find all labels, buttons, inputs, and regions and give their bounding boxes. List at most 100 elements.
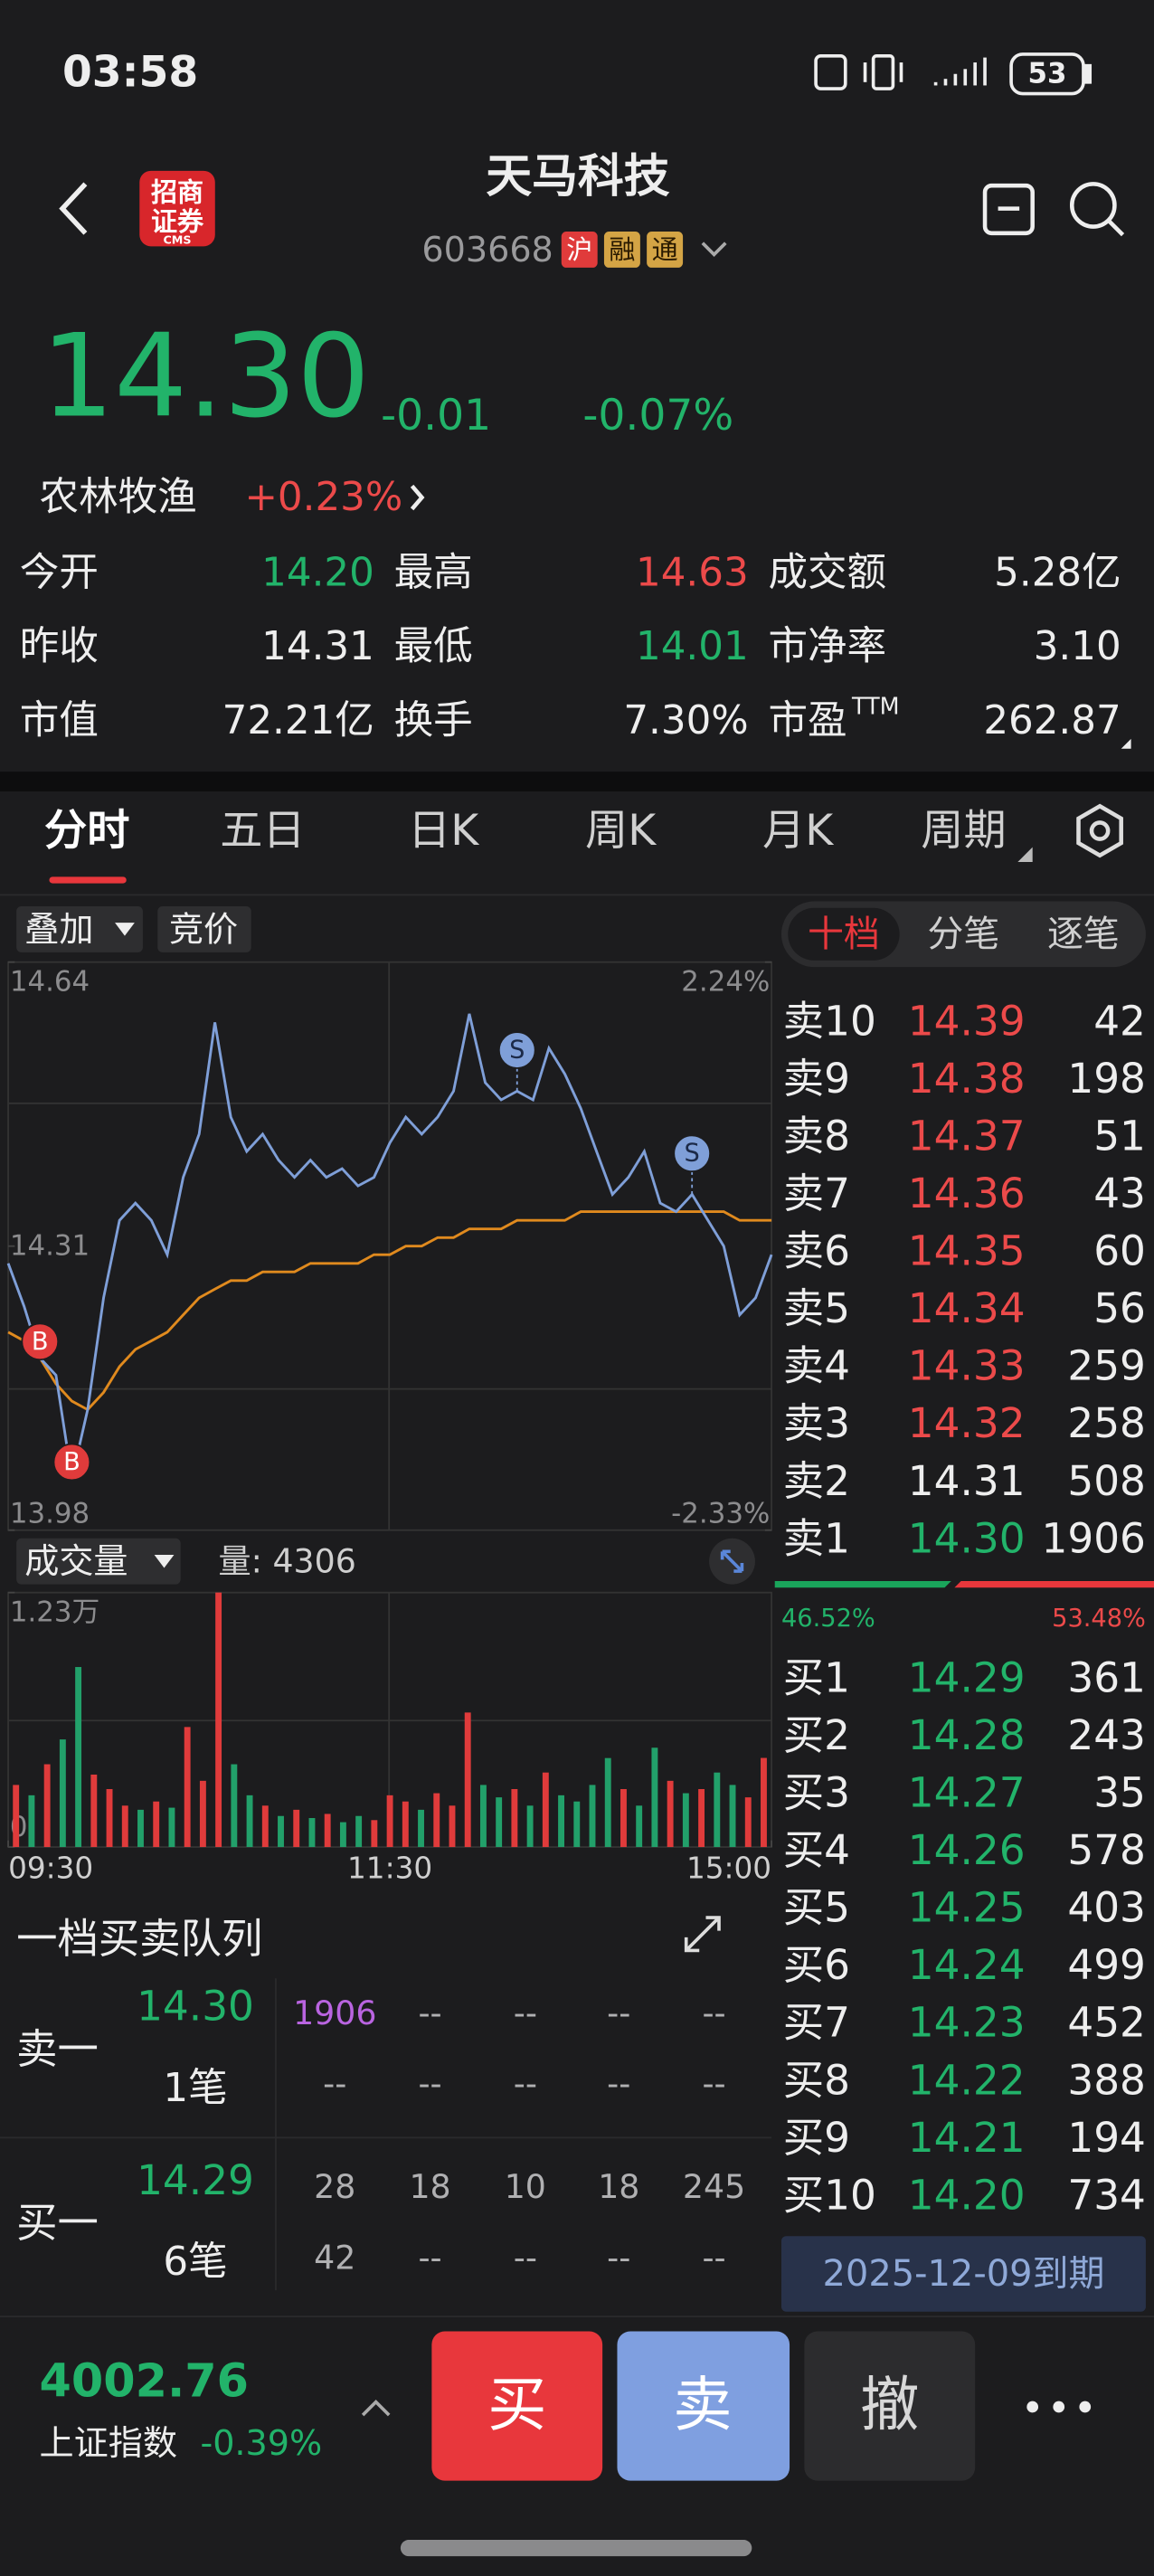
- volume-bar: [667, 1780, 674, 1848]
- book-volume: 259: [1067, 1342, 1146, 1390]
- buy-ratio: 46.52%: [781, 1605, 875, 1633]
- menu-button[interactable]: [982, 183, 1035, 236]
- sector-name: 农林牧渔: [40, 475, 197, 520]
- period-tab[interactable]: 周K: [585, 806, 657, 856]
- period-tab[interactable]: 日K: [408, 806, 479, 856]
- index-value: 4002.76: [40, 2353, 249, 2407]
- volume-bar: [714, 1772, 721, 1848]
- book-volume: 578: [1067, 1826, 1146, 1874]
- settings-button[interactable]: [1076, 803, 1123, 858]
- section-divider: [0, 772, 1154, 791]
- badge: 沪: [566, 234, 592, 265]
- trade-button-label[interactable]: 撤: [860, 2371, 919, 2439]
- queue-price: 14.30: [137, 1983, 254, 2031]
- index-toggle[interactable]: [361, 2399, 391, 2417]
- stat-label: 市盈: [768, 698, 847, 743]
- period-tab[interactable]: 月K: [762, 806, 834, 856]
- queue-cell: 1906: [293, 1994, 376, 2032]
- x-tick-label: 11:30: [347, 1852, 432, 1886]
- search-button[interactable]: [1069, 182, 1125, 237]
- volume-bar: [231, 1764, 238, 1848]
- book-label: 卖3: [783, 1399, 850, 1447]
- more-button[interactable]: [1026, 2401, 1092, 2413]
- book-tab[interactable]: 逐笔: [1047, 914, 1120, 955]
- queue-side: 卖一: [16, 2025, 99, 2073]
- broker-logo: [139, 170, 215, 247]
- book-price: 14.25: [908, 1884, 1026, 1932]
- book-volume: 194: [1067, 2114, 1146, 2162]
- volume-bar: [636, 1805, 643, 1848]
- trade-marker-label: B: [32, 1328, 49, 1356]
- book-price: 14.35: [908, 1227, 1026, 1275]
- x-tick-label: 09:30: [8, 1852, 93, 1886]
- sell-button[interactable]: [617, 2331, 790, 2481]
- stat-value: 14.31: [261, 624, 374, 669]
- overlay-button[interactable]: [16, 905, 143, 952]
- volume-bar: [137, 1809, 144, 1848]
- book-volume: 42: [1093, 998, 1146, 1046]
- sell-ratio-bar: [954, 1580, 1154, 1588]
- volume-bar: [744, 1797, 752, 1848]
- period-tab[interactable]: 周期: [921, 806, 1006, 856]
- y-tick-label: 1.23万: [10, 1596, 100, 1628]
- book-price: 14.32: [908, 1399, 1026, 1447]
- volume-bar: [184, 1727, 191, 1848]
- volume-bar: [324, 1814, 331, 1848]
- book-volume: 258: [1067, 1399, 1146, 1447]
- volume-button[interactable]: [16, 1538, 181, 1585]
- period-tab[interactable]: 分时: [44, 806, 129, 856]
- queue-cell: --: [607, 2238, 630, 2277]
- queue-count: 1笔: [163, 2066, 227, 2111]
- book-tab[interactable]: 分笔: [928, 914, 1000, 955]
- volume-bar: [261, 1805, 269, 1848]
- price-line: [6, 1013, 773, 1479]
- book-volume: 403: [1067, 1884, 1146, 1932]
- volume-bar: [293, 1809, 300, 1848]
- sector-arrow[interactable]: [410, 484, 425, 511]
- overlay-label: 叠加: [24, 909, 93, 949]
- queue-cell: --: [418, 2238, 441, 2277]
- book-label: 卖1: [783, 1514, 850, 1562]
- book-volume: 388: [1067, 2056, 1146, 2104]
- trade-button-label[interactable]: 买: [487, 2371, 546, 2439]
- back-button[interactable]: [59, 182, 88, 235]
- volume-bar: [433, 1793, 440, 1848]
- trade-button-label[interactable]: 卖: [673, 2371, 732, 2439]
- auction-button[interactable]: [157, 905, 251, 952]
- stat-value: 14.01: [636, 624, 749, 669]
- volume-bar: [761, 1757, 767, 1848]
- stock-code: 603668: [421, 230, 553, 270]
- expiry: 2025-12-09到期: [823, 2253, 1105, 2295]
- trade-marker: [52, 1443, 91, 1482]
- book-tab[interactable]: 十档: [808, 914, 880, 955]
- buy-button[interactable]: [431, 2331, 603, 2481]
- index-change: -0.39%: [200, 2423, 322, 2463]
- cancel-button[interactable]: [804, 2331, 976, 2481]
- trade-marker: [673, 1134, 712, 1173]
- volume-bar: [168, 1807, 175, 1848]
- fullscreen-button[interactable]: [709, 1538, 755, 1585]
- volume-bar: [90, 1774, 98, 1848]
- stat-label: 换手: [394, 698, 473, 743]
- auction-label[interactable]: 竞价: [169, 909, 238, 949]
- book-label: 卖5: [783, 1284, 850, 1332]
- queue-expand[interactable]: [684, 1916, 721, 1953]
- book-label: 卖8: [783, 1113, 850, 1160]
- x-tick-label: 15:00: [686, 1852, 771, 1886]
- book-price: 14.37: [908, 1113, 1026, 1160]
- queue-cell: 245: [683, 2167, 745, 2206]
- volume-current: 量: 4306: [218, 1542, 355, 1581]
- volume-bar: [153, 1801, 160, 1848]
- book-volume: 452: [1067, 1999, 1146, 2047]
- book-label: 买6: [783, 1941, 850, 1989]
- period-tab[interactable]: 五日: [220, 806, 305, 856]
- queue-cell: --: [514, 2064, 537, 2103]
- book-tab-active[interactable]: [788, 907, 900, 961]
- book-price: 14.20: [908, 2171, 1026, 2219]
- book-price: 14.28: [908, 1711, 1026, 1759]
- book-label: 卖6: [783, 1227, 850, 1275]
- code-dropdown[interactable]: [701, 242, 727, 257]
- book-price: 14.36: [908, 1170, 1026, 1217]
